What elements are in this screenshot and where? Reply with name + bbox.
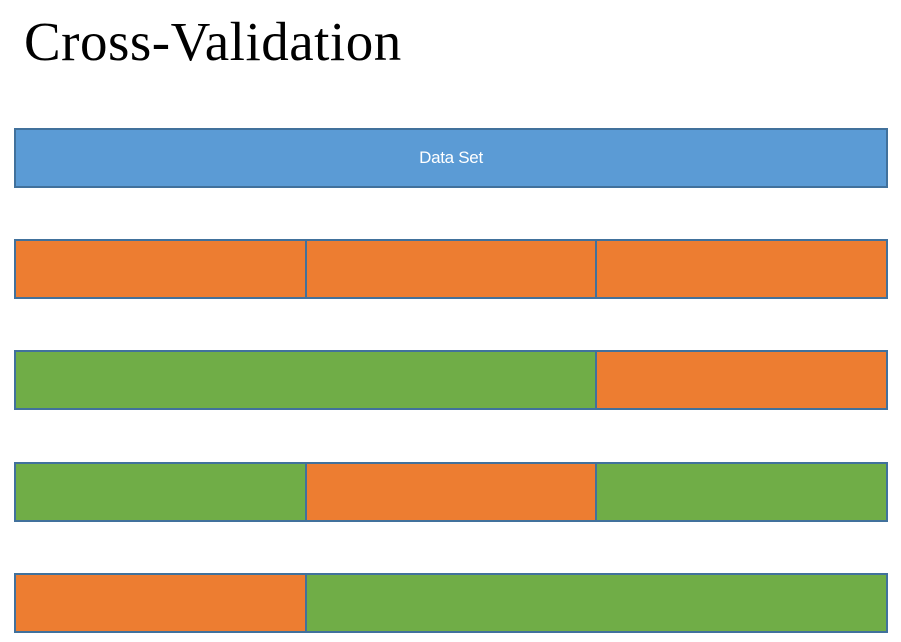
validation-segment (595, 241, 887, 297)
training-segment (16, 352, 595, 408)
validation-segment (16, 241, 305, 297)
validation-segment (304, 464, 596, 520)
split-row-2 (14, 350, 888, 410)
training-segment (16, 464, 305, 520)
dataset-label: Data Set (419, 148, 483, 167)
training-segment (595, 464, 887, 520)
split-row-1 (14, 239, 888, 299)
validation-segment (304, 241, 596, 297)
training-segment (305, 575, 886, 631)
validation-segment (594, 352, 886, 408)
page-title: Cross-Validation (24, 11, 402, 72)
split-row-4 (14, 573, 888, 633)
dataset-bar: Data Set (14, 128, 888, 188)
split-row-3 (14, 462, 888, 522)
validation-segment (16, 575, 306, 631)
